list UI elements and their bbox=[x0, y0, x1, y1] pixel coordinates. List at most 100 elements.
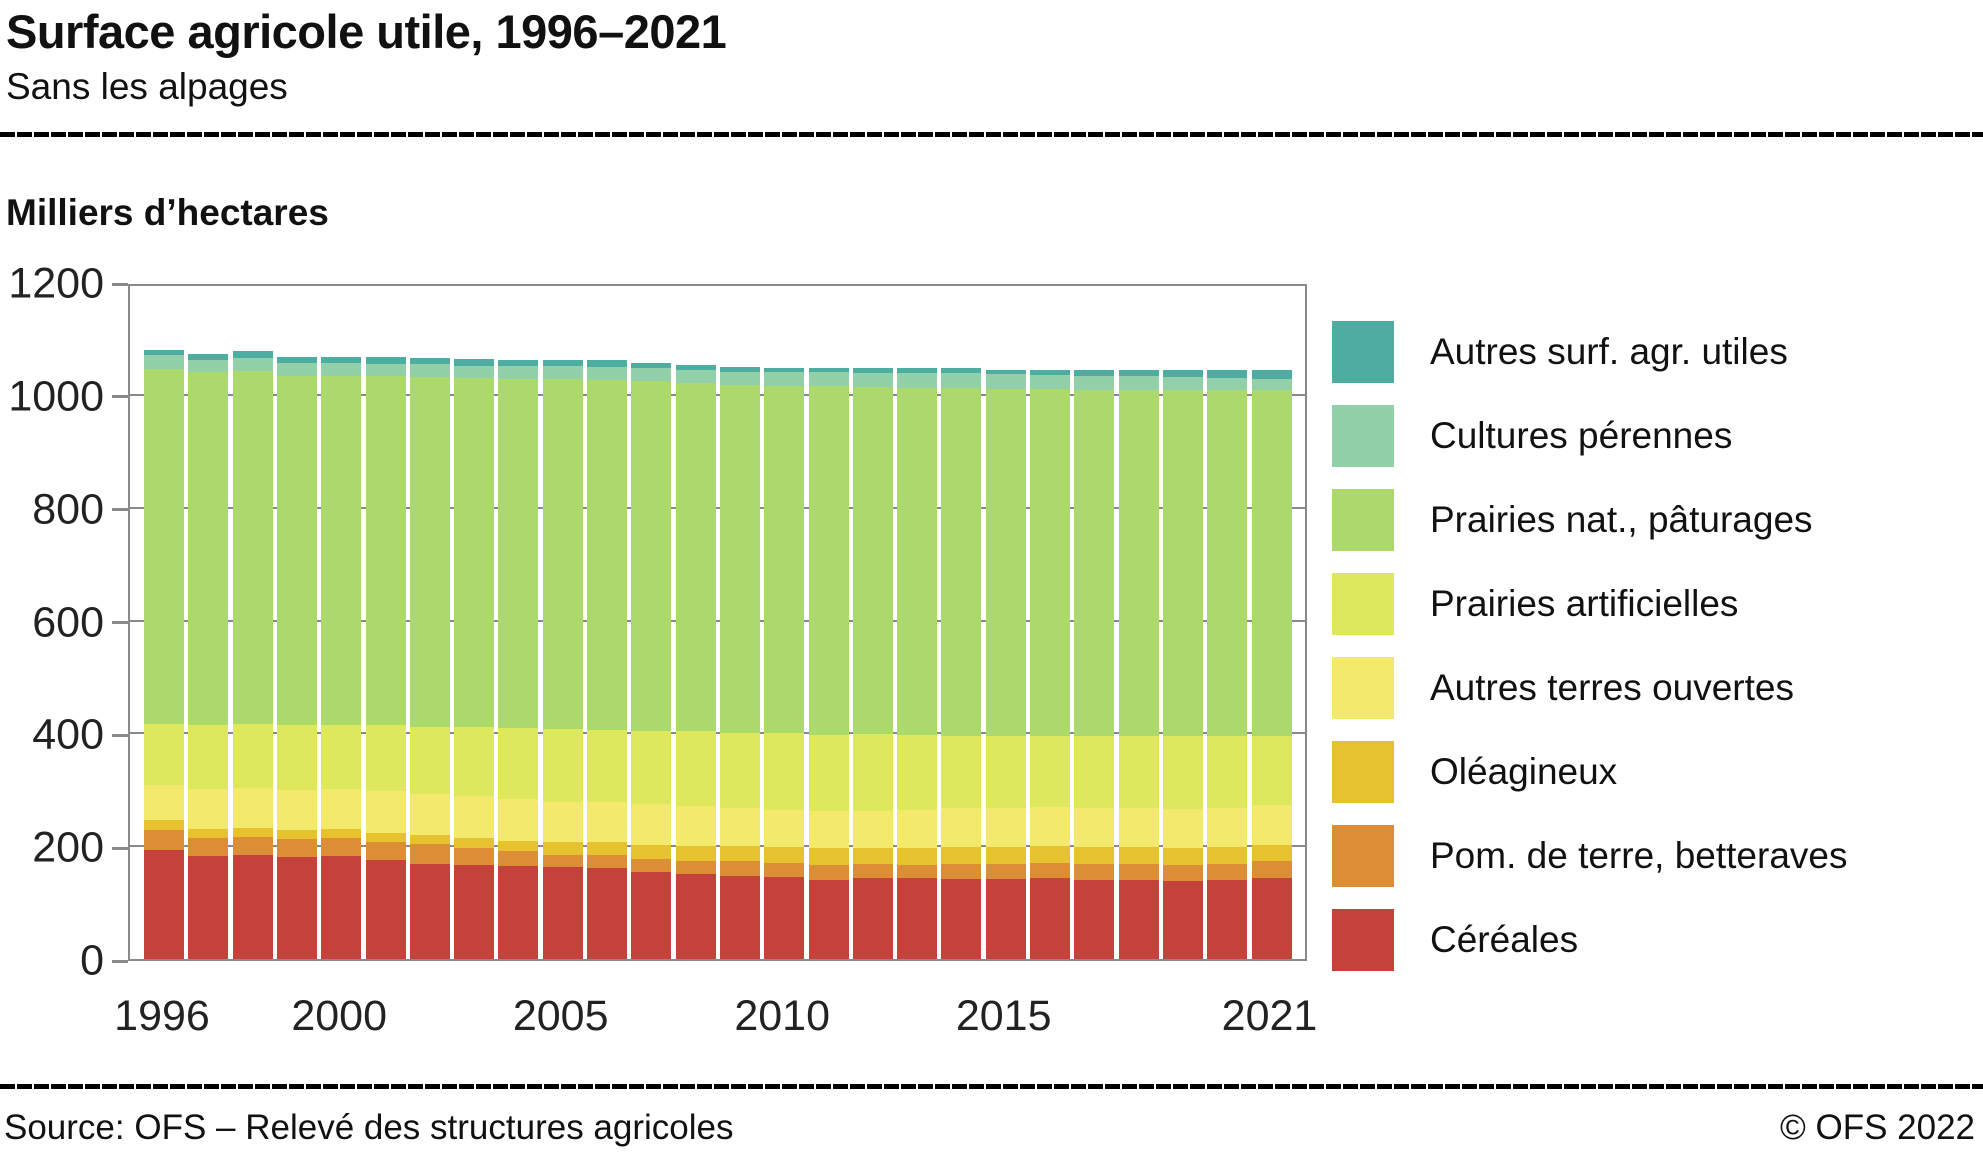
bar-2013 bbox=[897, 367, 938, 959]
bar-segment bbox=[1162, 808, 1203, 848]
bar-2020 bbox=[1207, 370, 1248, 959]
bar-segment bbox=[144, 349, 184, 356]
legend-label: Prairies nat., pâturages bbox=[1430, 499, 1813, 540]
bar-segment bbox=[587, 841, 627, 856]
bar-segment bbox=[808, 865, 849, 881]
bar-segment bbox=[587, 867, 627, 959]
bar-segment bbox=[675, 370, 716, 384]
bar-2014 bbox=[941, 367, 982, 959]
legend-item: Autres surf. agr. utiles bbox=[1332, 321, 1847, 383]
legend-swatch bbox=[1332, 489, 1394, 551]
bar-segment bbox=[321, 357, 362, 364]
bar-segment bbox=[675, 805, 716, 846]
bar-segment bbox=[498, 378, 539, 729]
bar-segment bbox=[144, 355, 184, 369]
bar-segment bbox=[985, 374, 1026, 389]
bar-segment bbox=[276, 790, 317, 831]
legend-swatch bbox=[1332, 405, 1394, 467]
bar-segment bbox=[897, 809, 938, 849]
bar-2018 bbox=[1118, 370, 1159, 959]
bar-segment bbox=[587, 359, 627, 367]
x-tick-label-2015: 2015 bbox=[955, 992, 1052, 1040]
bar-segment bbox=[321, 837, 362, 857]
bar-segment bbox=[941, 878, 982, 959]
gridline-600 bbox=[130, 619, 1305, 622]
bar-segment bbox=[719, 385, 760, 733]
bar-segment bbox=[1074, 880, 1115, 959]
bar-segment bbox=[365, 375, 406, 726]
y-tick-label-800: 800 bbox=[32, 485, 104, 534]
bar-2000 bbox=[321, 357, 362, 959]
bar-2004 bbox=[498, 359, 539, 959]
bar-segment bbox=[454, 377, 495, 728]
bar-segment bbox=[454, 795, 495, 839]
legend: Autres surf. agr. utiles Cultures pérenne… bbox=[1332, 321, 1847, 993]
legend-swatch bbox=[1332, 909, 1394, 971]
bar-segment bbox=[941, 863, 982, 879]
legend-swatch bbox=[1332, 321, 1394, 383]
bar-segment bbox=[719, 372, 760, 386]
bar-segment bbox=[454, 864, 495, 959]
bar-segment bbox=[675, 845, 716, 861]
legend-label: Oléagineux bbox=[1430, 751, 1618, 792]
bar-segment bbox=[631, 859, 672, 873]
bar-segment bbox=[1162, 377, 1203, 391]
bar-segment bbox=[1162, 847, 1203, 866]
bar-2019 bbox=[1162, 370, 1203, 959]
bar-segment bbox=[1030, 374, 1070, 390]
bar-segment bbox=[1207, 863, 1248, 881]
bar-segment bbox=[409, 793, 450, 836]
bar-segment bbox=[144, 849, 184, 959]
bar-segment bbox=[587, 379, 627, 730]
bar-segment bbox=[631, 362, 672, 369]
bar-segment bbox=[985, 388, 1026, 736]
legend-label: Autres terres ouvertes bbox=[1430, 667, 1794, 708]
bar-segment bbox=[941, 846, 982, 864]
bar-segment bbox=[1074, 846, 1115, 864]
bar-segment bbox=[719, 732, 760, 809]
bar-segment bbox=[675, 383, 716, 732]
bar-segment bbox=[232, 370, 273, 724]
bar-segment bbox=[764, 846, 805, 864]
bar-2012 bbox=[852, 368, 893, 959]
bar-segment bbox=[985, 735, 1026, 808]
bar-segment bbox=[542, 842, 583, 855]
bar-segment bbox=[1074, 863, 1115, 881]
bar-2009 bbox=[719, 366, 760, 959]
bar-segment bbox=[1074, 807, 1115, 847]
bar-segment bbox=[409, 364, 450, 377]
bar-segment bbox=[1118, 370, 1159, 377]
y-axis-unit-label: Milliers d’hectares bbox=[6, 192, 329, 233]
y-tick-label-0: 0 bbox=[80, 936, 104, 985]
bar-1998 bbox=[232, 350, 273, 959]
bar-segment bbox=[454, 359, 495, 366]
y-tick-400 bbox=[112, 733, 128, 737]
bar-segment bbox=[188, 359, 229, 373]
bar-segment bbox=[808, 734, 849, 812]
bar-segment bbox=[365, 363, 406, 376]
bar-segment bbox=[764, 733, 805, 811]
legend-item: Pom. de terre, betteraves bbox=[1332, 825, 1847, 887]
bar-segment bbox=[1162, 736, 1203, 809]
bar-2008 bbox=[675, 365, 716, 959]
bar-segment bbox=[808, 811, 849, 849]
bar-segment bbox=[808, 848, 849, 866]
bar-2002 bbox=[409, 358, 450, 959]
bar-segment bbox=[1074, 375, 1115, 390]
bar-segment bbox=[1118, 864, 1159, 881]
bar-2017 bbox=[1074, 370, 1115, 959]
bar-segment bbox=[1030, 878, 1070, 959]
bar-segment bbox=[852, 386, 893, 735]
bar-segment bbox=[897, 878, 938, 959]
bar-segment bbox=[276, 357, 317, 364]
bar-segment bbox=[276, 856, 317, 959]
gridline-200 bbox=[130, 845, 1305, 848]
bar-segment bbox=[1251, 379, 1292, 391]
bar-segment bbox=[631, 844, 672, 860]
y-tick-800 bbox=[112, 508, 128, 512]
bar-segment bbox=[1162, 390, 1203, 737]
bar-segment bbox=[542, 867, 583, 959]
bar-segment bbox=[409, 376, 450, 727]
bar-segment bbox=[321, 363, 362, 376]
